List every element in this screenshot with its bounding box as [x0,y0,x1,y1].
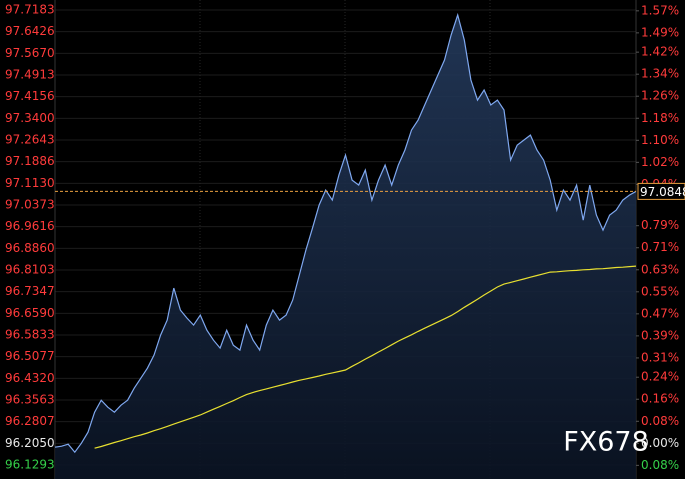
y-tick-label: 96.8103 [5,263,55,277]
y-tick-label: 96.5833 [5,328,55,342]
y-tick-label: 97.4156 [5,89,55,103]
y-tick-label: 97.4913 [5,68,55,82]
y2-tick-label: 0.31% [641,350,679,364]
last-price-box [637,182,685,200]
y-tick-label: 97.7183 [5,3,55,17]
y2-tick-label: 0.47% [641,306,679,320]
y2-tick-label: 0.08% [641,458,679,472]
series-line [94,265,637,449]
y2-tick-label: 0.08% [641,414,679,428]
y2-tick-label: 1.57% [641,3,679,17]
area-fill [55,15,636,479]
y-tick-label: 96.2050 [5,436,55,450]
y2-tick-label: 0.39% [641,328,679,342]
y-tick-label: 96.4320 [5,371,55,385]
y2-tick-label: 1.34% [641,67,679,81]
y-tick-label: 96.5077 [5,349,55,363]
y2-tick-label: 0.63% [641,262,679,276]
plot [54,12,637,479]
y-tick-label: 96.6590 [5,306,55,320]
y-tick-label: 96.2807 [5,414,55,428]
y2-tick-label: 1.18% [641,111,679,125]
y2-tick-label: 1.02% [641,155,679,169]
series-line [54,12,637,454]
y2-tick-label: 0.24% [641,370,679,384]
y-tick-label: 97.1886 [5,154,55,168]
y-tick-label: 96.8860 [5,241,55,255]
last-price-label: 97.0848 [640,185,685,199]
y2-tick-label: 1.49% [641,25,679,39]
watermark: FX678 [563,427,649,458]
y2-tick-label: 0.00% [641,436,679,450]
y-tick-label: 96.9616 [5,219,55,233]
y-tick-label: 97.6426 [5,24,55,38]
y-tick-label: 96.1293 [5,458,55,472]
y-tick-label: 96.7347 [5,284,55,298]
y-tick-label: 97.5670 [5,46,55,60]
y-tick-label: 97.2643 [5,133,55,147]
y2-tick-label: 1.26% [641,89,679,103]
y2-tick-label: 1.10% [641,133,679,147]
y-tick-label: 97.0373 [5,198,55,212]
y2-tick-label: 0.55% [641,284,679,298]
y2-tick-label: 0.16% [641,392,679,406]
y2-tick-label: 0.71% [641,240,679,254]
y-tick-label: 97.3400 [5,111,55,125]
y-tick-label: 96.3563 [5,393,55,407]
y2-tick-label: 0.79% [641,218,679,232]
y2-tick-label: 1.42% [641,45,679,59]
y-tick-label: 97.1130 [5,176,55,190]
